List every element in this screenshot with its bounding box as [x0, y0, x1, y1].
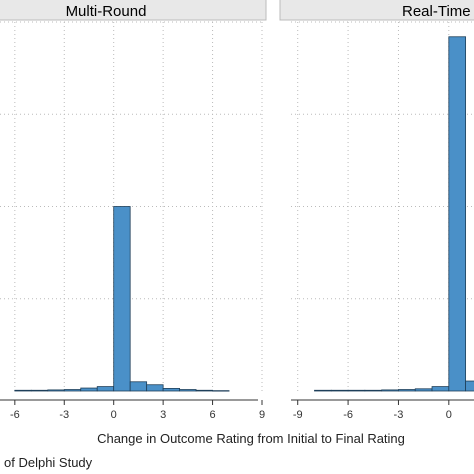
bars-real-time [314, 36, 474, 392]
histogram-bar [162, 388, 181, 392]
histogram-bar [212, 390, 230, 392]
x-axis-label: Change in Outcome Rating from Initial to… [97, 431, 405, 446]
x-tick-label: 9 [259, 409, 265, 421]
histogram-bar [146, 384, 164, 392]
histogram-bar [398, 389, 416, 392]
histogram-bar [179, 389, 197, 392]
histogram-bar [330, 389, 349, 392]
x-tick-label: 6 [210, 409, 216, 421]
histogram-bar [448, 36, 467, 392]
x-tick-label: 0 [446, 409, 452, 421]
histogram-bar [80, 387, 98, 392]
histogram-bar [431, 386, 450, 392]
histogram-bar [47, 389, 65, 392]
x-tick-label: -3 [394, 409, 404, 421]
histogram-bar [195, 389, 213, 392]
x-ticks-multi-round: -6 -3 0 3 6 9 [10, 400, 265, 421]
panel-multi-round: Multi-Round -6 -3 0 3 6 9 [0, 0, 267, 421]
x-tick-label: -9 [293, 409, 303, 421]
histogram-bar [113, 206, 131, 392]
strip-title-real-time: Real-Time [402, 3, 471, 20]
strip-real-time [279, 0, 474, 21]
strip-multi-round [0, 0, 267, 21]
x-tick-label: -6 [343, 409, 353, 421]
histogram-bar [96, 386, 115, 392]
histogram-bar [14, 389, 32, 392]
histogram-bar [30, 389, 49, 392]
histogram-bar [314, 389, 332, 392]
grid-real-time [291, 21, 474, 391]
strip-title-multi-round: Multi-Round [66, 3, 147, 20]
x-tick-label: 0 [111, 409, 117, 421]
grid-multi-round [0, 21, 263, 391]
histogram-bar [364, 389, 383, 392]
x-ticks-real-time: -9 -6 -3 0 [293, 400, 452, 421]
histogram-bar [414, 388, 433, 392]
panel-real-time: Real-Time -9 -6 -3 0 [279, 0, 474, 421]
histogram-bar [347, 389, 366, 392]
histogram-bar [129, 381, 148, 392]
x-tick-label: -3 [59, 409, 69, 421]
x-tick-label: 3 [160, 409, 166, 421]
histogram-bar [381, 389, 399, 392]
histogram-bar [63, 389, 82, 392]
legend-title: of Delphi Study [4, 455, 93, 470]
histogram-bar [465, 380, 474, 392]
bars-multi-round [14, 206, 230, 392]
x-tick-label: -6 [10, 409, 20, 421]
